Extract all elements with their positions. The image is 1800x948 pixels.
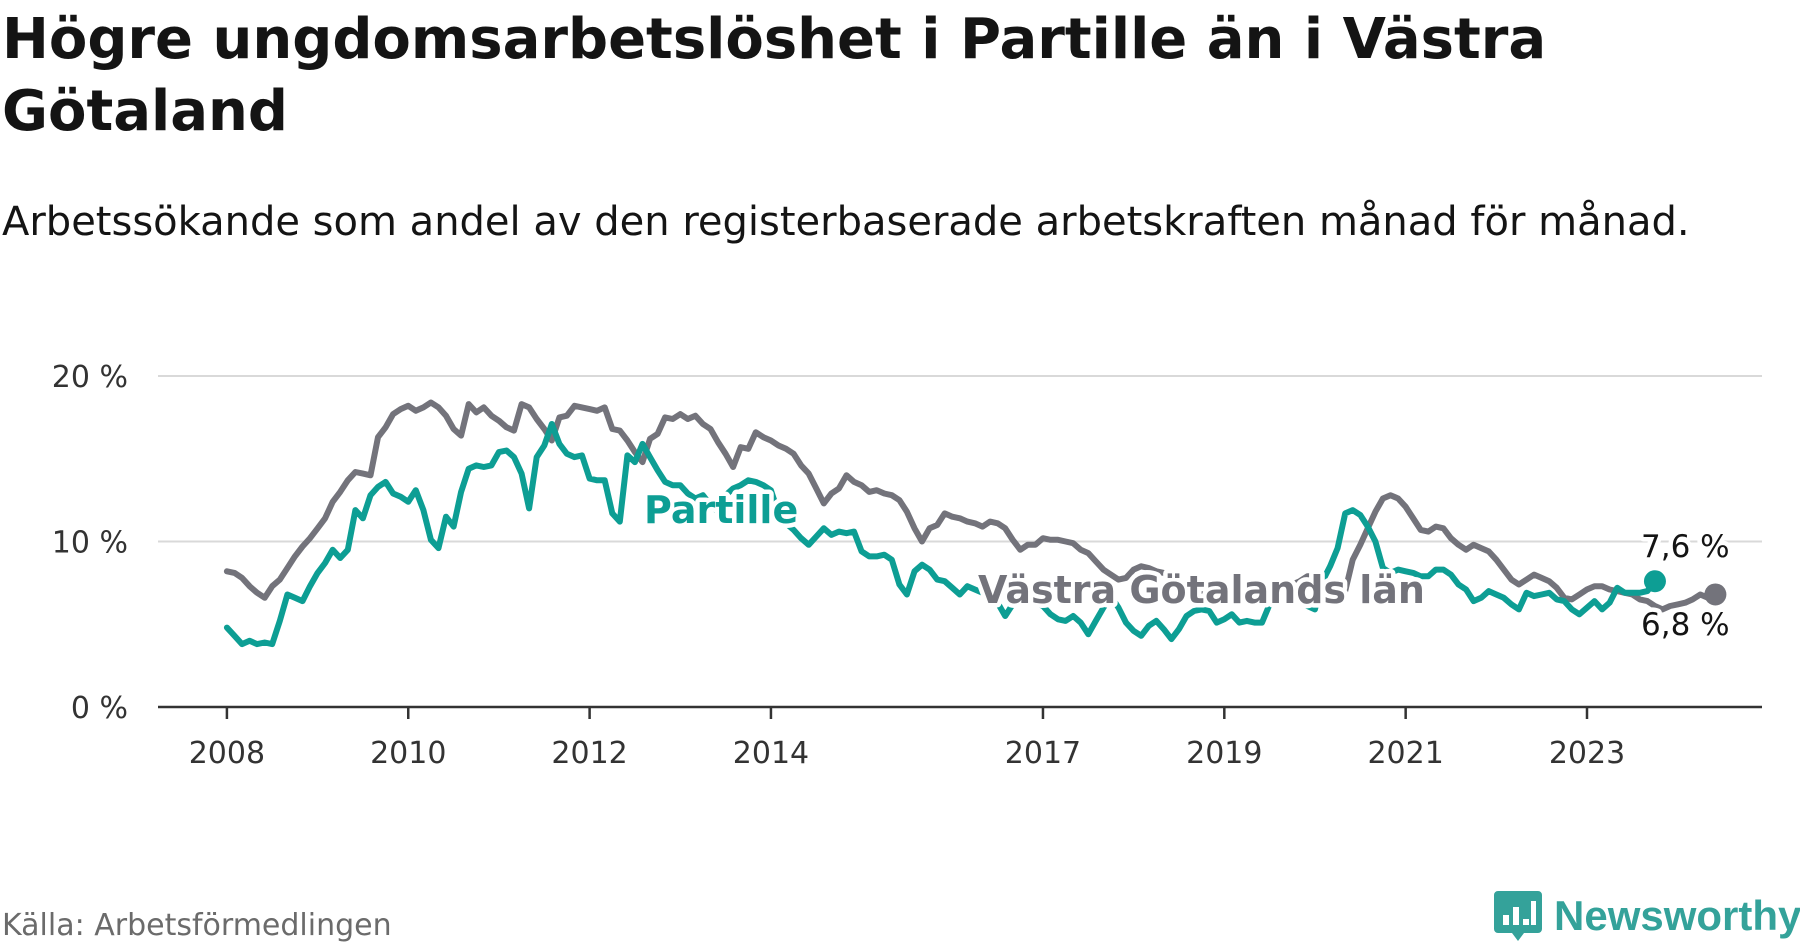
newsworthy-logo-icon bbox=[1494, 891, 1542, 941]
y-tick-label: 20 % bbox=[52, 360, 128, 395]
series-label-partille: Partille bbox=[644, 488, 798, 532]
series-end-marker bbox=[1643, 570, 1666, 593]
end-value-label-partille-halo: 7,6 % bbox=[1641, 529, 1730, 565]
series-lines bbox=[223, 399, 1727, 648]
y-tick-label: 10 % bbox=[52, 526, 128, 561]
x-tick-label: 2008 bbox=[189, 736, 265, 771]
x-tick-label: 2023 bbox=[1549, 736, 1625, 771]
brand-name: Newsworthy bbox=[1554, 892, 1800, 939]
x-axis-ticks: 2008 2010 2012 2014 2017 2019 2021 2023 bbox=[189, 707, 1625, 771]
chart-subtitle: Arbetssökande som andel av den registerb… bbox=[2, 199, 1690, 245]
end-value-label-vastra-gotaland: 6,8 % bbox=[1641, 607, 1730, 643]
brand: Newsworthy bbox=[1494, 886, 1800, 946]
series-line-västra-götalands-län bbox=[223, 399, 1719, 613]
x-tick-label: 2017 bbox=[1005, 736, 1081, 771]
end-value-label-vastra-gotaland-halo: 6,8 % bbox=[1641, 607, 1730, 643]
series-label-vastra-gotaland-halo: Västra Götalands län bbox=[978, 568, 1425, 612]
y-tick-label: 0 % bbox=[71, 691, 128, 726]
end-value-label-partille: 7,6 % bbox=[1641, 529, 1730, 565]
x-tick-label: 2019 bbox=[1186, 736, 1262, 771]
series-end-marker bbox=[1704, 583, 1727, 606]
series-line-partille bbox=[223, 421, 1658, 648]
x-tick-label: 2010 bbox=[370, 736, 446, 771]
series-label-partille-halo: Partille bbox=[644, 488, 798, 532]
y-axis-ticks: 0 % 10 % 20 % bbox=[52, 360, 128, 726]
x-tick-label: 2014 bbox=[733, 736, 809, 771]
x-tick-label: 2021 bbox=[1367, 736, 1443, 771]
gridlines bbox=[158, 375, 1762, 709]
x-tick-label: 2012 bbox=[551, 736, 627, 771]
series-label-vastra-gotaland: Västra Götalands län bbox=[978, 568, 1425, 612]
chart-title: Högre ungdomsarbetslöshet i Partille än … bbox=[2, 7, 1547, 144]
source-note: Källa: Arbetsförmedlingen bbox=[2, 908, 392, 943]
